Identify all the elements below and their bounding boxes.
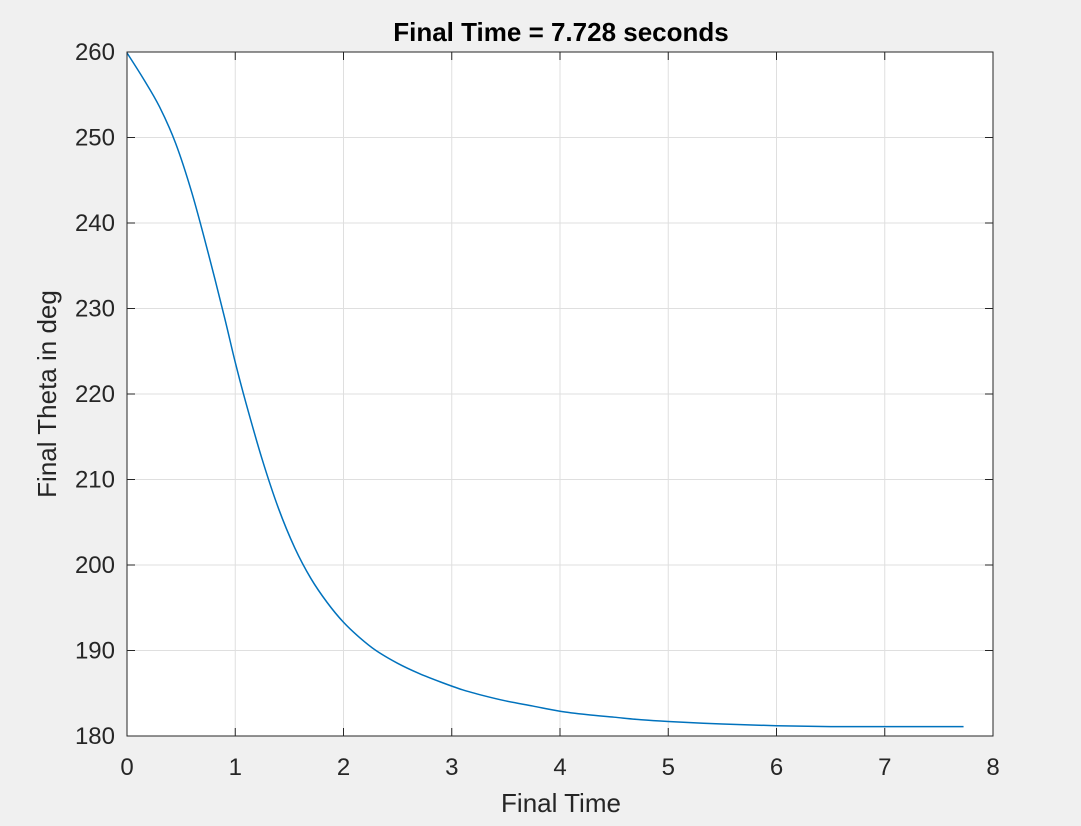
y-axis-title: Final Theta in deg (32, 290, 62, 498)
x-tick-label: 6 (770, 754, 783, 781)
y-tick-label: 220 (75, 381, 115, 408)
x-tick-label: 1 (229, 754, 242, 781)
y-tick-label: 250 (75, 125, 115, 152)
y-tick-label: 260 (75, 39, 115, 66)
x-tick-label: 8 (986, 754, 999, 781)
x-tick-label: 0 (120, 754, 133, 781)
grid-lines (127, 52, 993, 736)
chart-title: Final Time = 7.728 seconds (393, 17, 729, 47)
y-tick-label: 210 (75, 467, 115, 494)
y-tick-label: 200 (75, 552, 115, 579)
x-axis-title: Final Time (501, 788, 621, 818)
x-tick-label: 4 (553, 754, 566, 781)
x-tick-label: 5 (662, 754, 675, 781)
x-tick-labels: 0 1 2 3 4 5 6 7 8 (120, 754, 999, 781)
y-tick-label: 180 (75, 723, 115, 750)
y-tick-label: 240 (75, 210, 115, 237)
x-tick-label: 2 (337, 754, 350, 781)
y-tick-label: 230 (75, 296, 115, 323)
series-line (126, 52, 964, 728)
tick-marks (126, 51, 994, 737)
x-tick-label: 3 (445, 754, 458, 781)
y-tick-labels: 180 190 200 210 220 230 240 250 260 (75, 39, 115, 750)
x-tick-label: 7 (878, 754, 891, 781)
y-tick-label: 190 (75, 638, 115, 665)
